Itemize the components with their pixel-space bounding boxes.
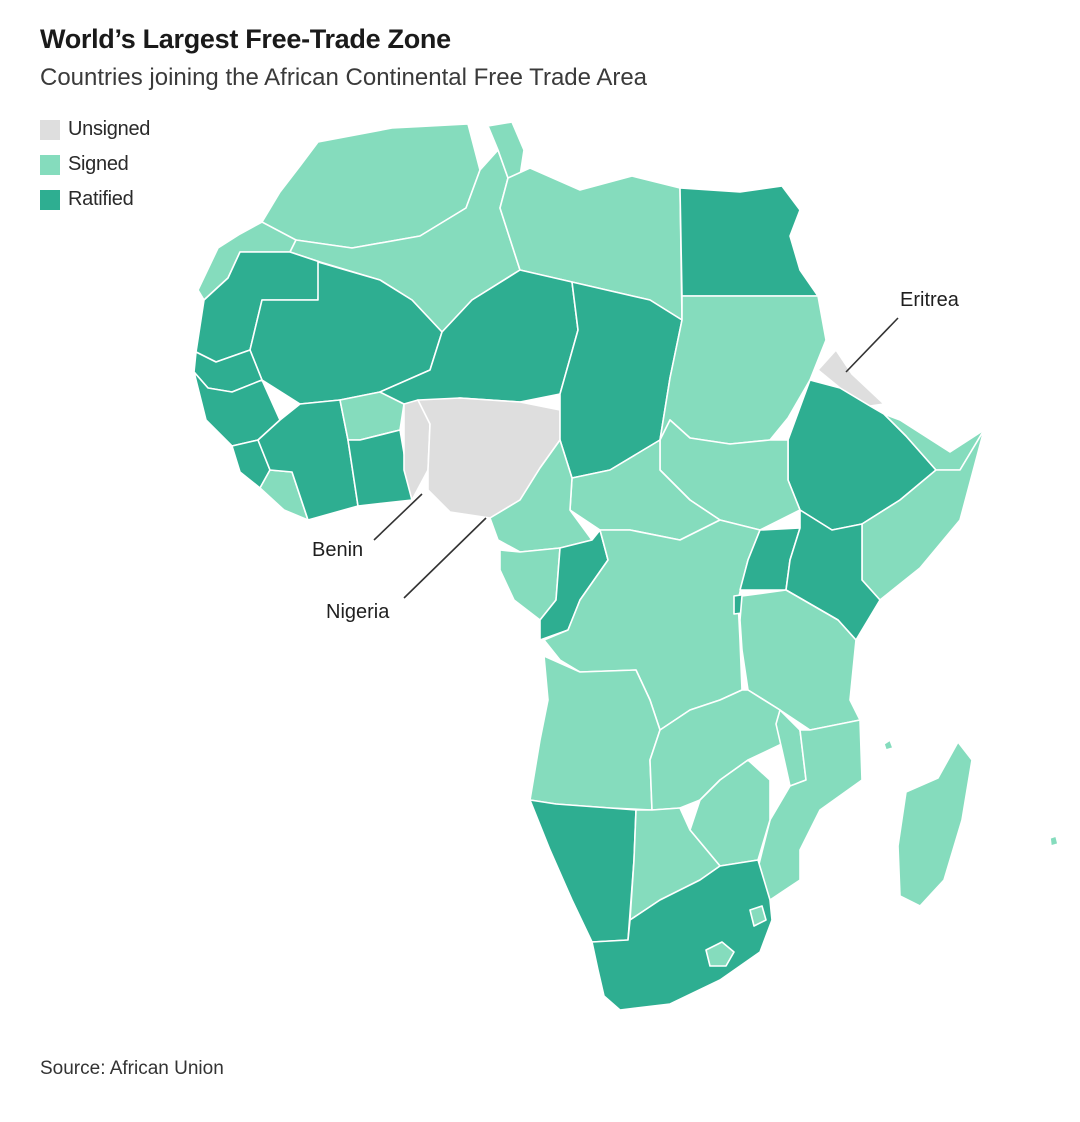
region-lesotho <box>705 941 735 967</box>
region-comoros <box>883 739 894 751</box>
legend-label-ratified: Ratified <box>68 188 134 210</box>
eritrea-leader-line <box>845 317 899 373</box>
region-namibia <box>529 799 637 943</box>
region-angola <box>529 655 661 811</box>
chart-title: World’s Largest Free-Trade Zone <box>40 24 451 54</box>
nigeria-label: Nigeria <box>326 601 390 623</box>
legend-label-unsigned: Unsigned <box>68 118 151 140</box>
legend-item-unsigned: Unsigned <box>40 112 150 147</box>
legend-item-ratified: Ratified <box>40 182 150 217</box>
region-madagascar <box>897 741 973 907</box>
region-south-africa <box>591 859 773 1011</box>
legend-swatch-unsigned <box>40 119 60 140</box>
region-ghana <box>347 429 413 507</box>
region-egypt <box>679 185 819 297</box>
legend: Unsigned Signed Ratified <box>40 112 150 217</box>
benin-label: Benin <box>312 539 363 561</box>
legend-swatch-signed <box>40 154 60 175</box>
legend-item-signed: Signed <box>40 147 150 182</box>
source-note: Source: African Union <box>40 1058 224 1079</box>
nigeria-leader-line <box>403 517 487 599</box>
region-niger <box>379 269 579 405</box>
region-eswatini <box>749 905 767 927</box>
legend-label-signed: Signed <box>68 153 129 175</box>
legend-swatch-ratified <box>40 189 60 210</box>
chart-subtitle: Countries joining the African Continenta… <box>40 64 648 91</box>
benin-leader-line <box>373 493 423 541</box>
region-ivory-coast <box>257 399 359 521</box>
region-mauritius <box>1049 835 1059 847</box>
eritrea-label: Eritrea <box>900 289 960 311</box>
region-somalia <box>861 429 985 601</box>
